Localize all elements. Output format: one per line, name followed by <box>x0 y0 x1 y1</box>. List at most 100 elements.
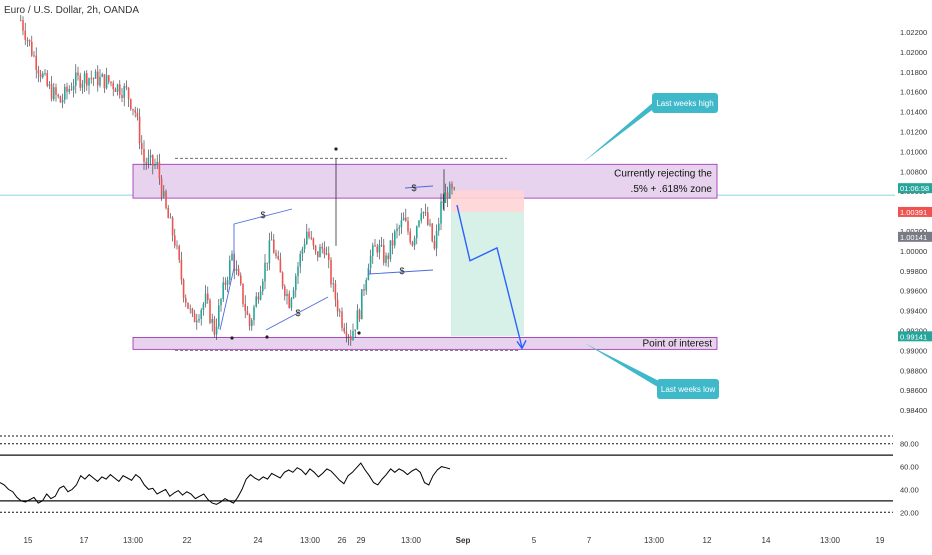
candle-body <box>431 223 433 242</box>
candle-body <box>165 191 167 208</box>
price-tick-label: 1.01800 <box>900 68 927 77</box>
price-tick-label: 1.01200 <box>900 127 927 136</box>
candle-body <box>48 84 51 86</box>
candle-body <box>35 55 37 70</box>
candle-body <box>215 326 218 335</box>
time-tick-label: 13:00 <box>401 536 422 545</box>
candle-body <box>413 238 416 246</box>
time-tick-label: 13:00 <box>123 536 144 545</box>
candle-body <box>378 244 381 253</box>
candle-body <box>185 298 187 303</box>
candle-body <box>145 162 147 164</box>
candle-body <box>125 86 128 88</box>
candle-body <box>429 223 431 225</box>
candle-body <box>372 245 374 256</box>
candle-body <box>391 240 394 246</box>
candle-body <box>407 220 409 232</box>
callout-text: Last weeks low <box>661 385 715 394</box>
candle-body <box>202 304 205 311</box>
candle-body <box>33 55 35 57</box>
candle-body <box>189 308 191 310</box>
price-tick-label: 1.02200 <box>900 28 927 37</box>
candle-body <box>121 94 123 98</box>
time-tick-label: 19 <box>876 536 885 545</box>
time-tick-label: 13:00 <box>300 536 321 545</box>
time-axis[interactable]: 15 17 13:00 22 24 13:00 26 29 13:00 Sep 5 7 13:00 12 1… <box>24 536 885 545</box>
time-tick-label: 22 <box>183 536 192 545</box>
time-tick-label: 26 <box>338 536 347 545</box>
callouts[interactable]: Last weeks high Last weeks low <box>583 93 719 399</box>
candle-body <box>336 299 339 312</box>
candle-body <box>147 157 150 164</box>
candle-body <box>119 84 121 95</box>
price-label-text: 1.00391 <box>900 208 927 217</box>
dollar-marker: $ <box>260 210 265 220</box>
candle-body <box>86 73 88 86</box>
candle-body <box>114 89 117 92</box>
candle-body <box>418 220 420 227</box>
candle-body <box>152 155 154 166</box>
candle-body <box>266 262 268 264</box>
candle-body <box>31 41 33 56</box>
resistance-zone <box>132 163 718 199</box>
time-tick-label: 24 <box>254 536 263 545</box>
candle-body <box>387 255 389 260</box>
candle-body <box>50 84 53 100</box>
time-tick-label: Sep <box>456 536 471 545</box>
candle-body <box>281 272 284 287</box>
rsi-tick-label: 20.00 <box>900 508 919 517</box>
candle-body <box>81 83 84 88</box>
candle-body <box>26 39 29 41</box>
annotations: $ $ $ $ <box>219 147 527 350</box>
price-tick-label: 1.02000 <box>900 48 927 57</box>
candle-body <box>427 212 429 225</box>
price-tick-label: 1.01400 <box>900 108 927 117</box>
rsi-tick-label: 60.00 <box>900 463 919 472</box>
candle-body <box>171 217 174 236</box>
candle-body <box>354 329 356 332</box>
time-tick-label: 15 <box>24 536 33 545</box>
candle-body <box>374 245 376 247</box>
candle-body <box>242 283 244 304</box>
candle-body <box>369 255 372 269</box>
candle-body <box>277 255 279 259</box>
candle-body <box>246 310 249 315</box>
callout-text: Last weeks high <box>656 99 713 108</box>
candle-body <box>42 73 44 78</box>
candle-body <box>405 217 407 221</box>
candle-body <box>286 293 288 297</box>
candle-body <box>248 314 251 327</box>
candle-body <box>196 320 198 323</box>
pattern-line <box>219 224 235 331</box>
candle-body <box>251 320 253 327</box>
candle-body <box>116 84 119 92</box>
candle-body <box>83 73 86 84</box>
candle-body <box>363 289 365 291</box>
candle-body <box>226 279 229 285</box>
candle-body <box>389 240 392 260</box>
candle-body <box>275 253 277 256</box>
dollar-marker: $ <box>411 183 416 193</box>
price-axis[interactable]: 1.02200 1.02000 1.01800 1.01600 1.01400 1.012… <box>898 28 932 415</box>
candle-body <box>198 318 200 321</box>
candle-body <box>187 302 189 309</box>
candle-body <box>440 201 442 224</box>
candle-body <box>299 253 301 267</box>
price-tick-label: 1.01000 <box>900 147 927 156</box>
price-tick-label: 1.01600 <box>900 88 927 97</box>
candle-body <box>213 318 216 335</box>
candle-body <box>314 245 317 252</box>
zones: Currently rejecting the .5% + .618% zone P… <box>132 157 718 351</box>
candle-body <box>156 161 158 165</box>
candle-body <box>112 83 114 90</box>
candle-body <box>255 296 257 307</box>
candle-body <box>229 260 231 280</box>
dollar-marker: $ <box>399 266 404 276</box>
candle-body <box>420 213 422 221</box>
candle-body <box>383 244 385 263</box>
candle-body <box>169 217 172 219</box>
candle-body <box>303 244 306 249</box>
price-label-text: 0.99141 <box>900 332 927 341</box>
